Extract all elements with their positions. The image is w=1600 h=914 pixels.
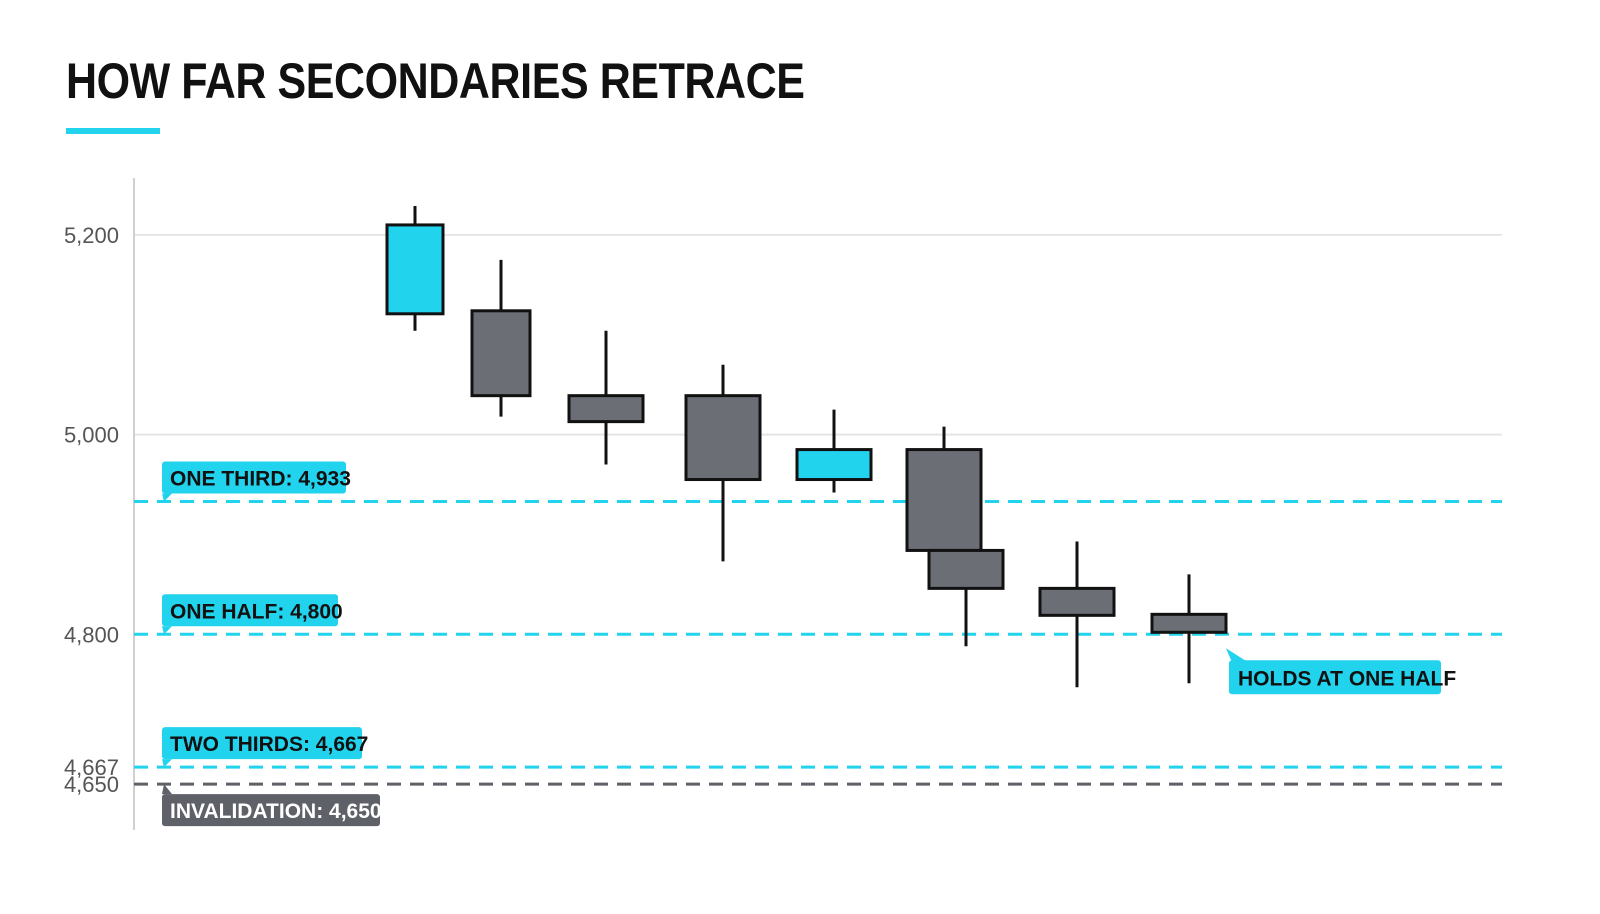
level-tag: INVALIDATION: 4,650 bbox=[162, 784, 382, 827]
level-tag: ONE HALF: 4,800 bbox=[162, 594, 343, 635]
candle bbox=[927, 548, 1005, 647]
candle-body bbox=[927, 548, 1005, 590]
y-tick-label: 4,650 bbox=[64, 772, 119, 797]
candle bbox=[1038, 541, 1116, 688]
level-tag-label: INVALIDATION: 4,650 bbox=[170, 800, 382, 823]
annotation-label: HOLDS AT ONE HALF bbox=[1238, 667, 1456, 690]
retracement-levels: ONE THIRD: 4,933 ONE HALF: 4,800 TWO THIRD… bbox=[134, 461, 1502, 827]
level-tag-label: ONE THIRD: 4,933 bbox=[170, 468, 351, 491]
level-tag-label: ONE HALF: 4,800 bbox=[170, 600, 343, 623]
level-tag-label: TWO THIRDS: 4,667 bbox=[170, 733, 368, 756]
candle bbox=[470, 259, 532, 417]
y-tick-label: 5,200 bbox=[64, 223, 119, 248]
candle-body bbox=[795, 448, 873, 482]
annotations: HOLDS AT ONE HALF bbox=[1226, 648, 1456, 695]
chart-title: HOW FAR SECONDARIES RETRACE bbox=[66, 53, 805, 109]
y-tick-label: 4,800 bbox=[64, 622, 119, 647]
candle bbox=[795, 409, 873, 493]
level-tag: ONE THIRD: 4,933 bbox=[162, 461, 351, 502]
candle bbox=[684, 364, 762, 562]
candle bbox=[905, 426, 983, 552]
candle-body bbox=[1038, 586, 1116, 617]
title-underline bbox=[66, 128, 160, 134]
candle-body bbox=[470, 309, 532, 398]
candle-body bbox=[1150, 612, 1228, 634]
candle-body bbox=[567, 394, 645, 424]
candle-body bbox=[385, 223, 445, 316]
level-tag: TWO THIRDS: 4,667 bbox=[162, 727, 368, 768]
candle bbox=[1150, 574, 1228, 684]
candle-body bbox=[684, 394, 762, 482]
grid-lines bbox=[134, 233, 1502, 436]
candles bbox=[385, 205, 1228, 688]
y-tick-label: 4,667 bbox=[64, 755, 119, 780]
candle bbox=[385, 205, 445, 331]
holds-annotation: HOLDS AT ONE HALF bbox=[1226, 648, 1456, 695]
y-tick-label: 5,000 bbox=[64, 423, 119, 448]
candle-body bbox=[905, 448, 983, 552]
candle bbox=[567, 330, 645, 465]
